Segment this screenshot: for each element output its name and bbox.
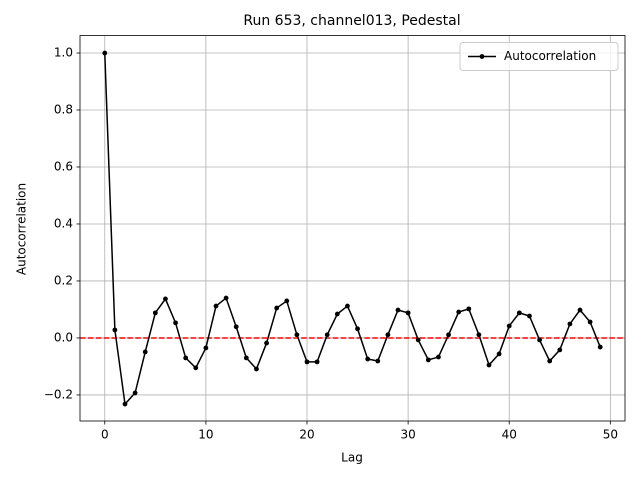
x-tick-label: 30 — [400, 428, 415, 442]
data-point — [385, 332, 391, 338]
data-point — [425, 357, 431, 363]
data-point — [334, 311, 340, 317]
data-point — [567, 321, 573, 327]
x-tick-label: 50 — [603, 428, 618, 442]
data-point — [436, 354, 441, 360]
plot-frame — [79, 35, 626, 422]
y-tick-label: −0.2 — [44, 387, 73, 401]
data-point — [173, 320, 178, 326]
data-point — [395, 307, 401, 313]
data-point — [365, 356, 371, 362]
data-point — [537, 337, 542, 343]
data-point — [223, 295, 229, 301]
data-point — [314, 359, 320, 365]
data-point — [577, 307, 583, 313]
data-point — [375, 358, 381, 364]
data-point — [274, 305, 280, 311]
y-tick-label: 0.8 — [54, 103, 73, 117]
data-point — [496, 351, 502, 357]
data-point — [597, 344, 603, 350]
y-axis-label: Autocorrelation — [15, 183, 29, 275]
legend-marker — [479, 54, 485, 59]
data-point — [233, 324, 239, 330]
x-tick-label: 10 — [198, 428, 213, 442]
data-point — [193, 365, 199, 371]
data-point — [132, 390, 138, 396]
data-point — [446, 332, 451, 338]
chart-title: Run 653, channel013, Pedestal — [243, 13, 460, 29]
data-point — [587, 319, 593, 325]
data-point — [152, 310, 158, 316]
data-point — [547, 358, 553, 364]
y-tick-label: 0.2 — [54, 273, 73, 287]
y-tick-label: 0.0 — [54, 330, 73, 344]
data-point — [486, 362, 492, 368]
data-point — [203, 345, 209, 351]
y-tick-label: 0.6 — [54, 159, 73, 173]
data-point — [142, 349, 148, 355]
data-point — [183, 355, 189, 361]
data-point — [324, 332, 330, 338]
data-point — [254, 366, 259, 372]
data-point — [294, 332, 300, 338]
data-point — [476, 332, 482, 338]
data-point — [506, 323, 512, 329]
x-axis-label: Lag — [341, 451, 363, 465]
x-tick-label: 20 — [299, 428, 314, 442]
data-point — [557, 347, 563, 353]
legend-label: Autocorrelation — [504, 49, 596, 63]
data-point — [112, 327, 118, 333]
data-point — [516, 310, 522, 316]
data-point — [243, 355, 249, 361]
data-point — [122, 401, 128, 407]
data-point — [466, 306, 472, 312]
data-point — [355, 326, 360, 332]
data-point — [264, 340, 269, 346]
x-tick-label: 40 — [502, 428, 517, 442]
data-point — [456, 309, 462, 315]
data-point — [415, 337, 421, 343]
data-point — [345, 303, 350, 309]
data-point — [284, 298, 290, 304]
data-point — [304, 359, 310, 365]
y-tick-label: 0.4 — [54, 216, 73, 230]
series-line — [104, 52, 601, 406]
x-tick-label: 0 — [101, 428, 109, 442]
y-tick-label: 1.0 — [54, 46, 73, 60]
data-point — [102, 50, 108, 56]
legend-box — [459, 42, 619, 71]
data-point — [213, 303, 219, 309]
data-point — [405, 310, 411, 316]
data-point — [163, 296, 168, 302]
data-point — [527, 313, 532, 319]
